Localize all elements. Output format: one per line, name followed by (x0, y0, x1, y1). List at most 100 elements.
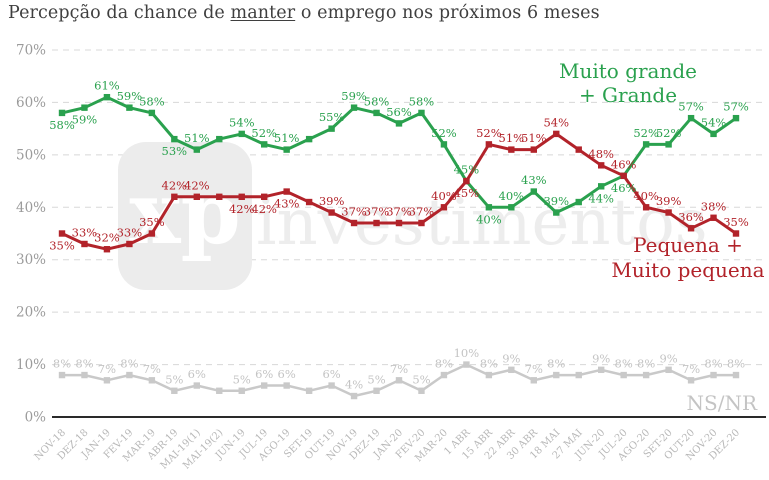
marker-muito-grande-grande-13 (350, 104, 358, 111)
marker-pequena-muito-pequena-25 (620, 172, 627, 180)
marker-ns-nr-23 (575, 371, 582, 379)
marker-ns-nr-19 (485, 371, 493, 379)
label-ns-nr-22: 8% (547, 357, 565, 371)
marker-muito-grande-grande-7 (216, 135, 223, 143)
marker-pequena-muito-pequena-20 (508, 146, 515, 153)
marker-ns-nr-0 (58, 371, 66, 379)
marker-ns-nr-20 (508, 366, 515, 374)
label-ns-nr-8: 5% (233, 372, 251, 386)
label-ns-nr-17: 8% (435, 357, 453, 371)
marker-ns-nr-8 (238, 387, 245, 394)
marker-muito-grande-grande-4 (148, 109, 156, 117)
label-pequena-muito-pequena-6: 42% (184, 178, 210, 192)
marker-pequena-muito-pequena-18 (463, 177, 470, 185)
marker-pequena-muito-pequena-14 (373, 219, 380, 227)
label-pequena-muito-pequena-4: 35% (139, 215, 165, 229)
label-muito-grande-grande-18: 45% (454, 163, 480, 177)
marker-ns-nr-5 (171, 387, 178, 394)
marker-muito-grande-grande-16 (418, 109, 425, 117)
label-pequena-muito-pequena-16: 37% (409, 205, 435, 219)
marker-ns-nr-15 (395, 377, 403, 384)
marker-muito-grande-grande-9 (261, 141, 268, 148)
label-muito-grande-grande-21: 43% (521, 173, 547, 187)
label-muito-grande-grande-5: 53% (162, 144, 188, 158)
marker-ns-nr-12 (328, 382, 335, 389)
label-pequena-muito-pequena-5: 42% (162, 178, 188, 192)
marker-muito-grande-grande-6 (193, 146, 200, 153)
marker-muito-grande-grande-10 (283, 146, 290, 153)
marker-pequena-muito-pequena-8 (238, 193, 245, 200)
marker-muito-grande-grande-27 (665, 141, 672, 148)
label-ns-nr-26: 8% (637, 357, 655, 371)
label-pequena-muito-pequena-30: 35% (723, 215, 749, 229)
label-ns-nr-4: 7% (143, 362, 161, 376)
label-pequena-muito-pequena-3: 33% (117, 225, 143, 239)
label-muito-grande-grande-19: 40% (476, 212, 502, 226)
marker-muito-grande-grande-2 (103, 93, 111, 101)
label-muito-grande-grande-15: 56% (386, 105, 412, 119)
label-ns-nr-19: 8% (480, 357, 498, 371)
label-ns-nr-13: 4% (345, 378, 363, 392)
watermark-logo-box (118, 142, 252, 290)
label-ns-nr-9: 6% (255, 367, 273, 381)
label-muito-grande-grande-17: 52% (431, 126, 457, 140)
marker-muito-grande-grande-14 (373, 109, 380, 117)
marker-ns-nr-29 (710, 371, 717, 379)
marker-pequena-muito-pequena-2 (103, 246, 111, 253)
marker-pequena-muito-pequena-23 (575, 146, 582, 153)
chart-title-suffix: o emprego nos próximos 6 meses (295, 3, 600, 23)
y-axis-label-40: 40% (16, 200, 46, 216)
legend-pequena-muito-pequena-line2: Muito pequena (611, 258, 764, 282)
marker-ns-nr-11 (305, 387, 313, 394)
label-pequena-muito-pequena-9: 42% (251, 202, 277, 216)
y-axis-label-60: 60% (16, 95, 46, 111)
label-ns-nr-2: 7% (98, 362, 116, 376)
label-pequena-muito-pequena-15: 37% (386, 205, 412, 219)
marker-muito-grande-grande-8 (238, 130, 245, 138)
label-ns-nr-3: 8% (120, 357, 138, 371)
label-pequena-muito-pequena-18: 45% (454, 186, 480, 200)
marker-muito-grande-grande-3 (126, 104, 133, 111)
marker-ns-nr-2 (103, 377, 111, 384)
watermark-logo-text: xp (129, 163, 240, 264)
marker-muito-grande-grande-28 (687, 114, 695, 122)
marker-ns-nr-25 (620, 371, 627, 379)
marker-ns-nr-1 (81, 371, 88, 379)
marker-pequena-muito-pequena-1 (81, 240, 88, 248)
marker-pequena-muito-pequena-27 (665, 209, 672, 216)
marker-pequena-muito-pequena-10 (283, 188, 290, 195)
marker-muito-grande-grande-0 (58, 109, 66, 117)
marker-pequena-muito-pequena-11 (305, 198, 313, 206)
label-muito-grande-grande-16: 58% (409, 94, 435, 108)
marker-pequena-muito-pequena-5 (171, 193, 178, 200)
label-muito-grande-grande-9: 52% (251, 126, 277, 140)
marker-muito-grande-grande-21 (530, 188, 537, 195)
label-pequena-muito-pequena-22: 54% (543, 115, 569, 129)
label-muito-grande-grande-4: 58% (139, 94, 165, 108)
y-axis-label-50: 50% (16, 147, 46, 163)
marker-muito-grande-grande-1 (81, 104, 88, 111)
marker-pequena-muito-pequena-19 (485, 141, 493, 148)
marker-ns-nr-24 (598, 366, 605, 374)
label-pequena-muito-pequena-27: 39% (656, 194, 682, 208)
marker-ns-nr-9 (261, 382, 268, 389)
label-ns-nr-30: 8% (727, 357, 745, 371)
chart-title: Percepção da chance de manter o emprego … (8, 3, 600, 23)
marker-pequena-muito-pequena-29 (710, 214, 717, 221)
label-ns-nr-25: 8% (615, 357, 633, 371)
marker-pequena-muito-pequena-3 (126, 240, 133, 248)
marker-ns-nr-26 (642, 371, 650, 379)
marker-muito-grande-grande-26 (642, 141, 650, 148)
label-muito-grande-grande-14: 58% (364, 94, 390, 108)
marker-ns-nr-13 (350, 392, 358, 400)
marker-muito-grande-grande-17 (440, 141, 448, 148)
label-pequena-muito-pequena-24: 48% (588, 147, 614, 161)
marker-pequena-muito-pequena-22 (553, 130, 560, 138)
marker-pequena-muito-pequena-7 (216, 193, 223, 200)
marker-ns-nr-14 (373, 387, 380, 394)
marker-ns-nr-6 (193, 382, 200, 389)
label-pequena-muito-pequena-2: 32% (94, 231, 120, 245)
label-pequena-muito-pequena-17: 40% (431, 189, 457, 203)
marker-pequena-muito-pequena-26 (642, 204, 650, 211)
label-ns-nr-27: 9% (659, 351, 677, 365)
